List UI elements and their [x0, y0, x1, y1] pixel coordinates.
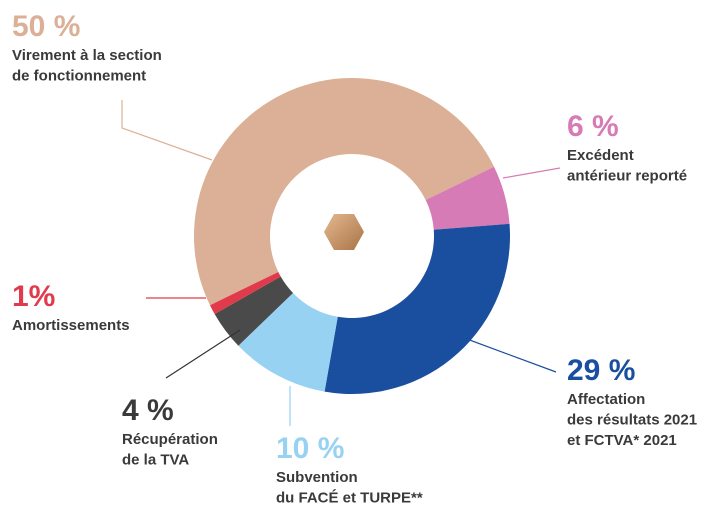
- value-label: 50 %: [12, 10, 80, 43]
- category-label: des résultats 2021: [567, 411, 697, 428]
- leader-line: [165, 329, 241, 379]
- value-label: 4 %: [122, 394, 174, 427]
- leader-line: [502, 167, 561, 179]
- category-label: Excédent: [567, 147, 634, 164]
- leader-lines: [121, 100, 561, 426]
- category-label: Subvention: [276, 469, 358, 486]
- category-label: Affectation: [567, 391, 645, 408]
- category-label: du FACÉ et TURPE**: [276, 489, 423, 506]
- slice: [209, 271, 281, 315]
- category-label: de fonctionnement: [12, 67, 146, 84]
- category-label: et FCTVA* 2021: [567, 432, 677, 449]
- leader-line: [447, 331, 557, 373]
- slice: [238, 292, 338, 392]
- category-label: de la TVA: [122, 451, 189, 468]
- slice: [194, 78, 495, 306]
- value-label: 29 %: [567, 354, 635, 387]
- labels: 50 % Virement à la section de fonctionneme…: [12, 10, 697, 507]
- center-icon: [324, 214, 364, 250]
- value-label: 6 %: [567, 110, 619, 143]
- slice: [425, 166, 510, 230]
- value-label: 1%: [12, 280, 55, 313]
- value-label: 10 %: [276, 432, 344, 465]
- category-label: Amortissements: [12, 317, 130, 334]
- leader-line: [121, 100, 213, 161]
- category-label: antérieur reporté: [567, 167, 687, 184]
- slice: [324, 223, 510, 395]
- category-label: Récupération: [122, 431, 218, 448]
- category-label: Virement à la section: [12, 47, 162, 64]
- slice: [214, 276, 294, 346]
- donut: [194, 78, 510, 395]
